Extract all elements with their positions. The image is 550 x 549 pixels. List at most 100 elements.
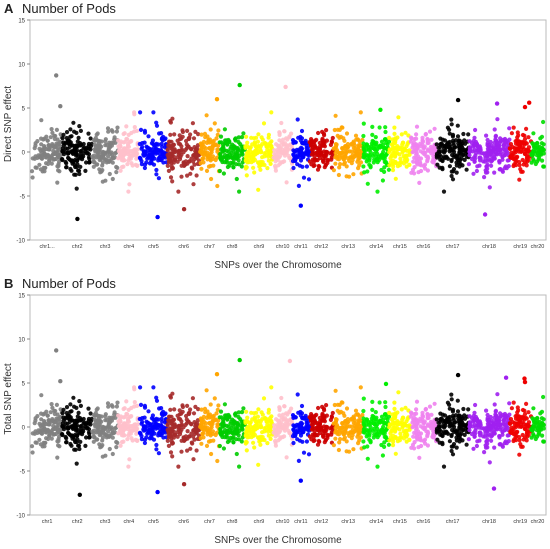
snp-point (533, 420, 538, 425)
snp-point (54, 402, 60, 407)
snp-point (496, 144, 501, 149)
snp-point (79, 148, 84, 154)
snp-point (492, 402, 497, 407)
snp-point (234, 451, 239, 457)
snp-point (412, 440, 417, 445)
x-tick-label-chr15: chr15 (393, 244, 407, 250)
snp-point (256, 407, 261, 412)
snp-point (112, 410, 117, 415)
snp-point (126, 132, 131, 137)
snp-point (522, 408, 527, 413)
snp-point (30, 175, 35, 180)
snp-point (185, 429, 190, 434)
snp-point (84, 435, 89, 440)
snp-point (493, 409, 498, 414)
snp-point (168, 132, 173, 137)
snp-point (399, 407, 404, 412)
snp-point (374, 415, 379, 420)
snp-point (42, 144, 47, 149)
snp-point (179, 419, 184, 424)
snp-point (178, 148, 183, 153)
snp-point (423, 441, 428, 446)
snp-point (110, 160, 115, 165)
snp-point (266, 407, 271, 412)
snp-point (473, 402, 478, 408)
snp-point (355, 137, 360, 142)
snp-point (315, 149, 320, 154)
snp-point (156, 451, 161, 456)
snp-point (30, 156, 35, 161)
snp-point (175, 138, 180, 143)
snp-point (68, 166, 73, 172)
chromosome-chr16-points (408, 399, 439, 460)
snp-point (329, 139, 334, 144)
snp-point (257, 439, 262, 444)
snp-point (87, 160, 92, 165)
snp-point (483, 170, 489, 175)
snp-point (193, 404, 198, 409)
snp-point (279, 395, 284, 401)
snp-point (323, 438, 328, 443)
snp-point (526, 157, 531, 162)
snp-point (264, 153, 269, 158)
snp-point (509, 150, 514, 155)
snp-point (237, 189, 242, 194)
snp-point (104, 435, 109, 440)
snp-point (333, 417, 338, 422)
snp-point (515, 417, 521, 422)
snp-point (404, 419, 409, 424)
snp-point (471, 171, 476, 176)
snp-point (157, 157, 163, 162)
snp-point (157, 432, 163, 437)
snp-point (442, 413, 448, 418)
snp-point (495, 392, 500, 397)
snp-point (273, 156, 278, 161)
snp-point (76, 168, 81, 173)
snp-point (282, 404, 287, 409)
snp-point (473, 414, 478, 419)
snp-point (177, 133, 182, 138)
snp-point (162, 151, 167, 156)
snp-point (536, 432, 541, 437)
snp-point (531, 157, 536, 162)
snp-point (67, 413, 72, 418)
snp-point (243, 420, 248, 425)
snp-point (449, 448, 454, 454)
x-tick-label-chr5: chr5 (148, 519, 159, 525)
snp-point (225, 435, 230, 440)
snp-point (344, 425, 349, 430)
snp-point (49, 153, 54, 159)
snp-outlier-point (214, 372, 220, 377)
snp-point (37, 437, 42, 442)
x-tick-label-chr13: chr13 (341, 244, 355, 250)
snp-outlier-point (54, 73, 59, 78)
snp-point (61, 152, 67, 157)
snp-point (377, 145, 382, 150)
snp-point (179, 163, 184, 168)
snp-point (107, 446, 112, 452)
x-tick-label-chr14: chr14 (369, 519, 383, 525)
snp-point (132, 110, 137, 115)
snp-point (228, 435, 233, 440)
snp-point (94, 437, 99, 442)
snp-point (490, 158, 495, 163)
snp-point (398, 147, 403, 152)
snp-point (417, 180, 422, 185)
snp-point (370, 124, 375, 129)
snp-point (266, 433, 271, 438)
snp-point (425, 157, 430, 163)
snp-point (395, 420, 400, 425)
snp-point (168, 407, 173, 412)
snp-outlier-point (181, 207, 187, 212)
snp-point (91, 164, 96, 169)
snp-point (499, 425, 504, 430)
snp-point (299, 411, 305, 416)
y-tick-label: -5 (20, 195, 26, 201)
snp-point (45, 413, 50, 418)
snp-point (351, 172, 356, 177)
snp-point (332, 127, 337, 133)
snp-point (71, 395, 76, 400)
snp-point (54, 141, 59, 146)
x-tick-label-chr14: chr14 (369, 244, 383, 250)
snp-point (114, 129, 119, 134)
